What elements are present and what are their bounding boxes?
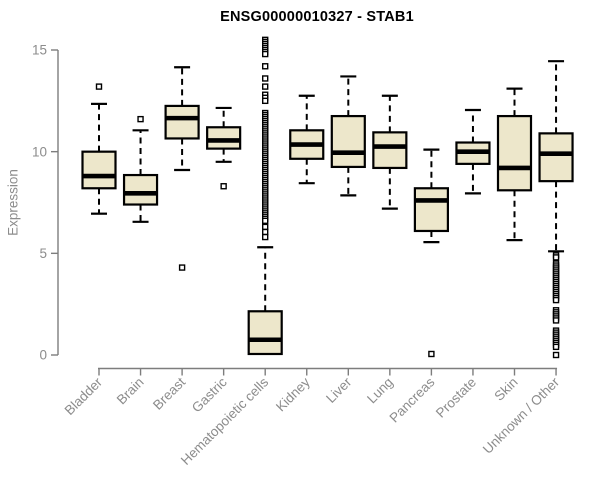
x-category-label: Pancreas	[387, 374, 438, 425]
outlier-point	[552, 317, 560, 324]
y-tick-label: 5	[39, 246, 47, 261]
x-category-label: Skin	[491, 375, 520, 404]
chart-title: ENSG00000010327 - STAB1	[220, 9, 414, 25]
outlier-point	[95, 83, 103, 90]
box-liver	[330, 75, 366, 197]
outlier-point	[262, 97, 269, 105]
x-category-label: Breast	[150, 374, 188, 412]
outlier-point	[178, 264, 186, 271]
iqr-box	[164, 104, 200, 140]
iqr-box	[496, 114, 533, 192]
outlier-point	[262, 83, 269, 90]
box-unknown-other	[538, 60, 574, 359]
iqr-box	[538, 132, 574, 183]
outlier-point	[262, 217, 269, 225]
y-tick-label: 0	[39, 348, 47, 363]
box-pancreas	[413, 148, 449, 358]
outlier-point	[262, 233, 269, 241]
outlier-point	[262, 50, 269, 58]
box-bladder	[81, 83, 117, 215]
box-lung	[372, 94, 408, 210]
x-category-label: Liver	[323, 374, 355, 406]
outlier-point	[552, 351, 560, 359]
iqr-box	[206, 126, 242, 150]
x-category-label: Prostate	[433, 375, 479, 421]
iqr-box	[330, 114, 366, 169]
y-tick-label: 10	[32, 144, 47, 159]
outlier-point	[262, 223, 269, 231]
outlier-point	[137, 115, 144, 123]
x-category-label: Bladder	[62, 374, 106, 418]
iqr-box	[122, 173, 159, 206]
iqr-box	[372, 131, 408, 170]
box-prostate	[455, 108, 491, 195]
x-category-label: Gastric	[189, 374, 230, 415]
outlier-point	[552, 296, 560, 304]
box-gastric	[206, 106, 242, 190]
y-axis: 0 5 10 15	[32, 43, 59, 363]
outlier-point	[552, 343, 560, 351]
outlier-point	[262, 228, 269, 236]
iqr-box	[81, 150, 117, 190]
y-tick-label: 15	[32, 43, 47, 58]
outlier-point	[552, 254, 560, 261]
x-category-label: Kidney	[273, 374, 313, 414]
outlier-point	[220, 183, 227, 190]
iqr-box	[247, 310, 283, 356]
box-skin	[496, 87, 533, 242]
box-brain	[122, 115, 159, 223]
outlier-point	[262, 75, 269, 82]
box-hematopoietic-cells	[247, 36, 283, 356]
box-breast	[164, 66, 200, 271]
box-kidney	[289, 94, 325, 185]
outlier-point	[262, 63, 269, 70]
outlier-point	[428, 350, 435, 358]
iqr-box	[413, 187, 449, 233]
x-category-label: Brain	[114, 375, 147, 408]
x-category-label: Unknown / Other	[480, 374, 563, 457]
x-category-label: Lung	[364, 375, 396, 407]
